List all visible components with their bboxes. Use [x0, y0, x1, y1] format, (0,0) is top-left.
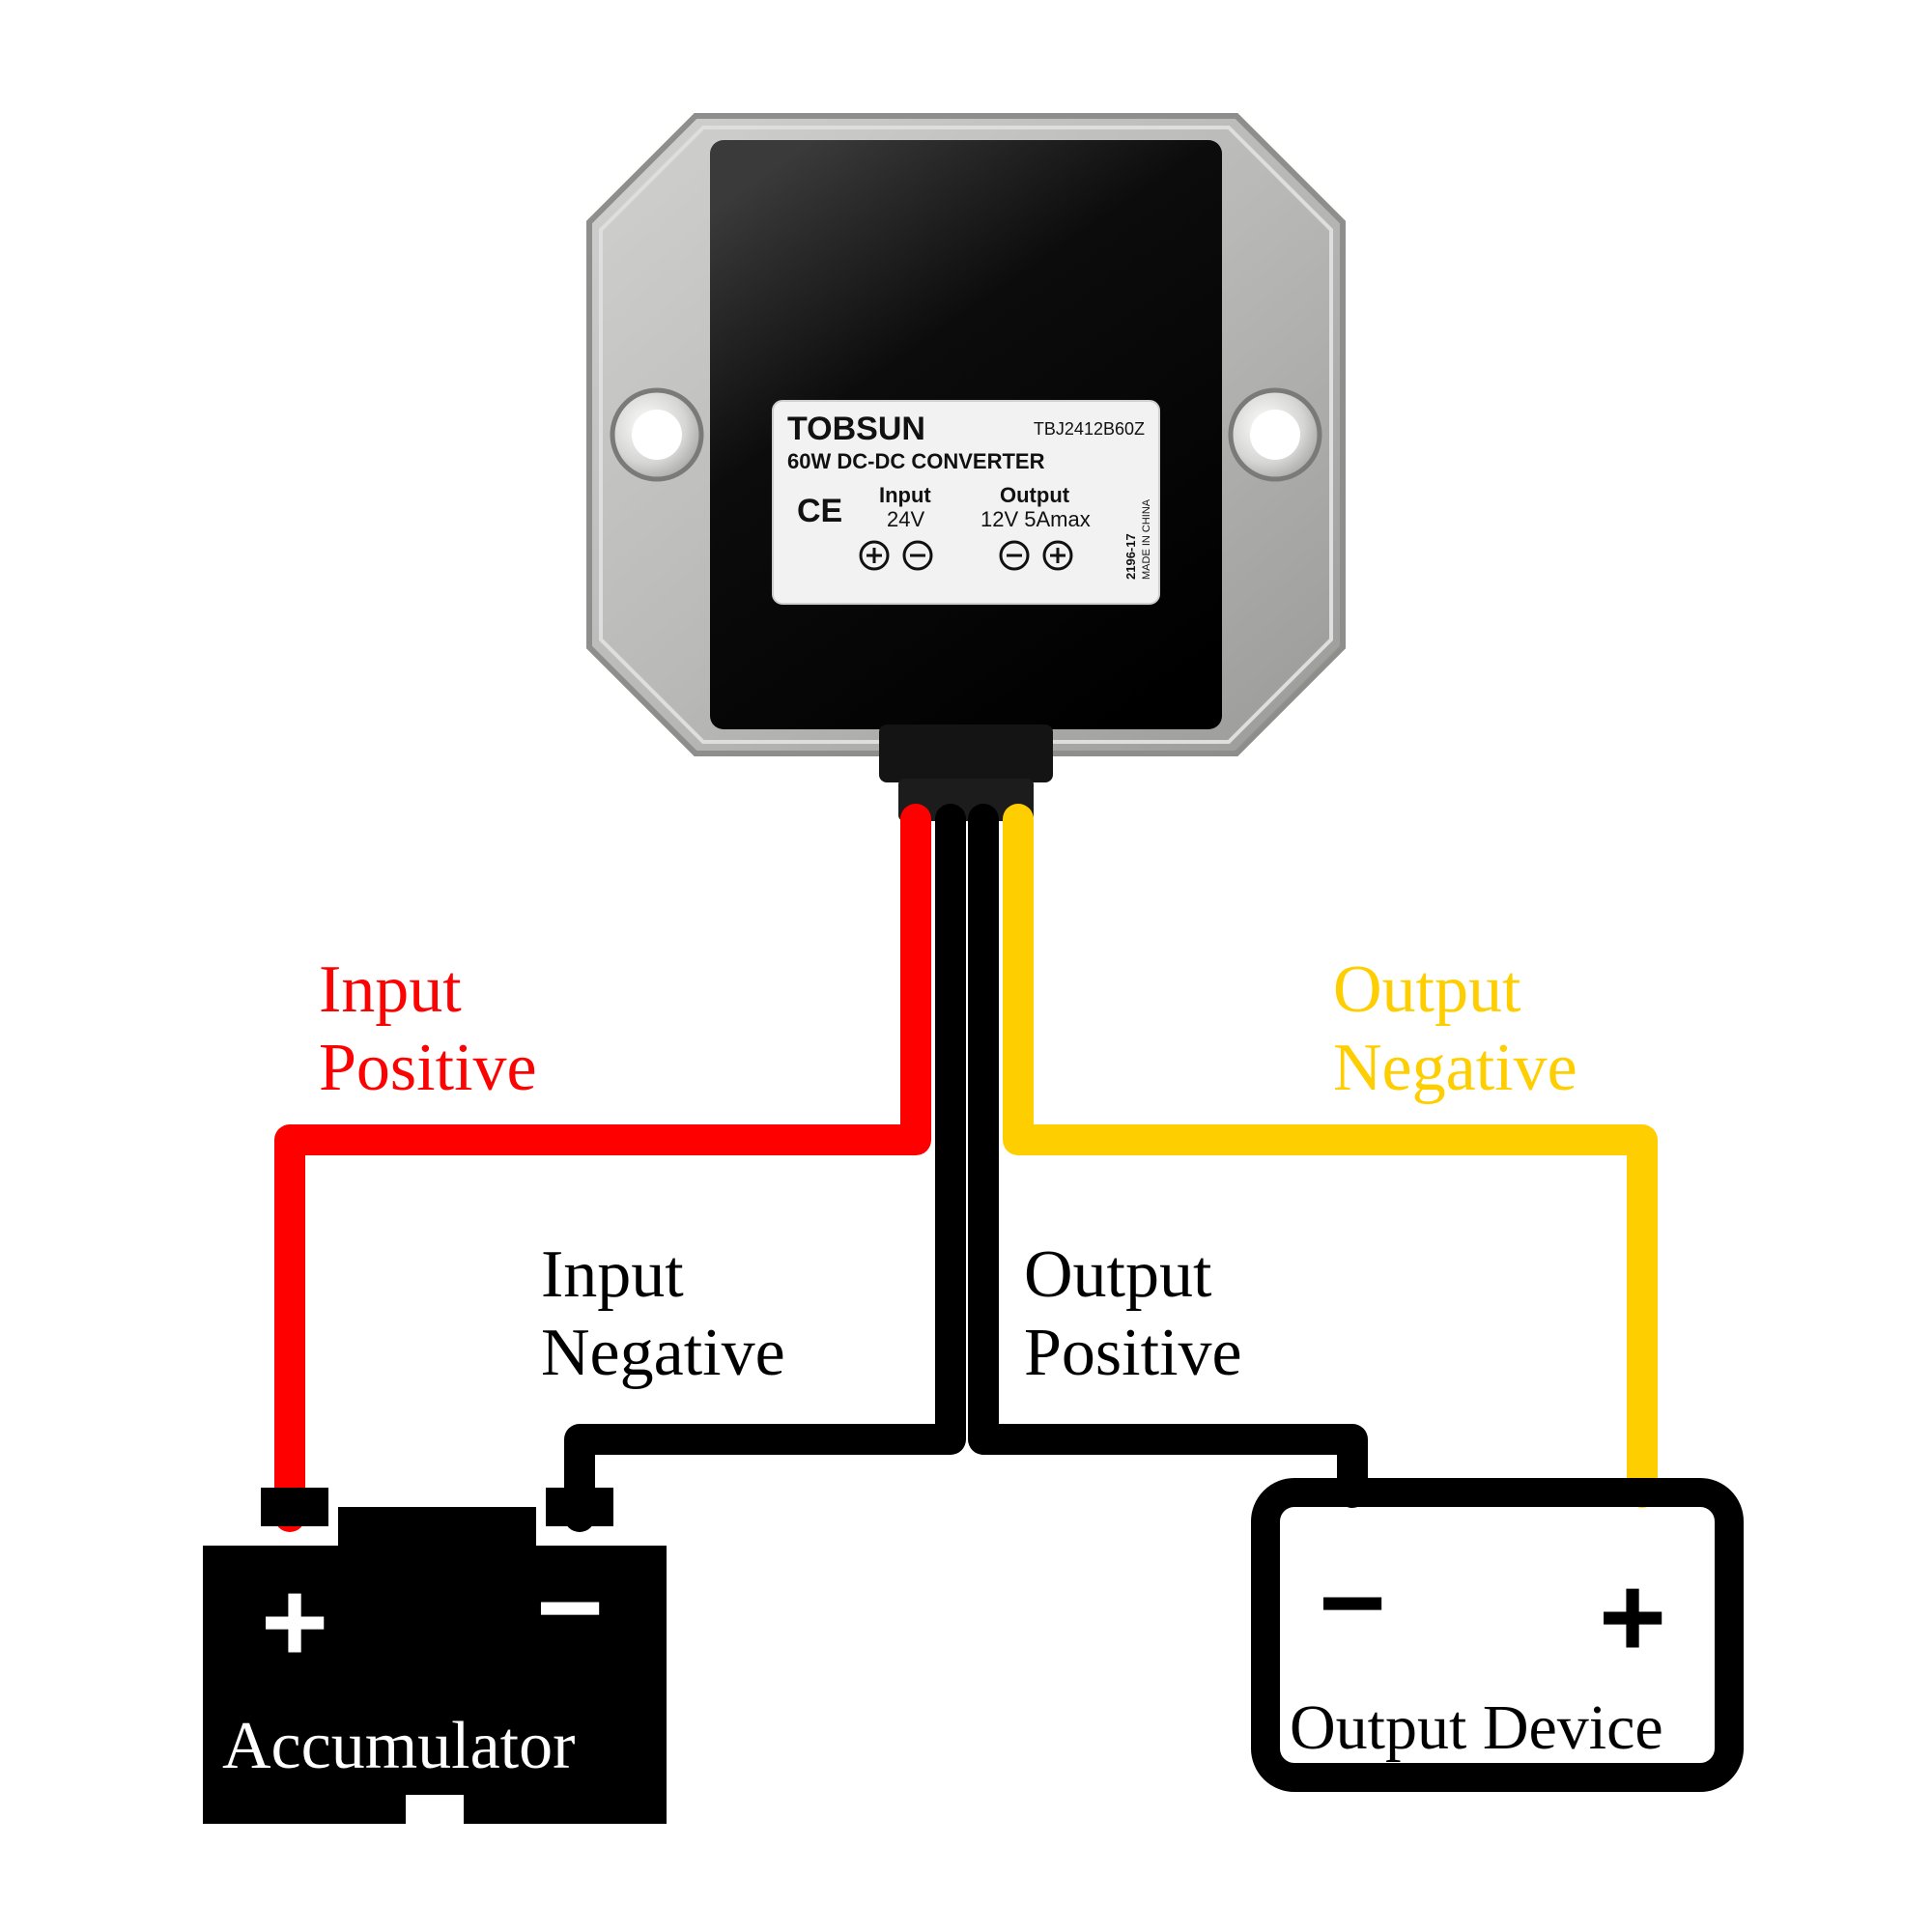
converter-model: TBJ2412B60Z: [1034, 419, 1145, 439]
wire-input-positive: [290, 819, 916, 1517]
accumulator-label: Accumulator: [222, 1709, 575, 1783]
label-input-negative: Input Negative: [541, 1236, 785, 1392]
converter-input-label: Input: [879, 483, 931, 507]
converter-output-label: Output: [1000, 483, 1070, 507]
output-device-label: Output Device: [1290, 1692, 1663, 1763]
converter-side-number: 2196-17: [1123, 533, 1138, 580]
wire-input-negative: [580, 819, 951, 1517]
converter-module: TOBSUN TBJ2412B60Z 60W DC-DC CONVERTER C…: [589, 116, 1343, 821]
label-output-negative: Output Negative: [1333, 952, 1577, 1107]
output-device-plus: +: [1599, 1552, 1666, 1682]
wiring-diagram: TOBSUN TBJ2412B60Z 60W DC-DC CONVERTER C…: [0, 0, 1932, 1932]
output-device-icon: − + Output Device: [1265, 1492, 1729, 1777]
label-output-positive: Output Positive: [1024, 1236, 1242, 1392]
converter-output-value: 12V 5Amax: [980, 507, 1091, 531]
converter-title: 60W DC-DC CONVERTER: [787, 449, 1045, 473]
accumulator-icon: + − Accumulator: [203, 1488, 667, 1824]
output-device-minus: −: [1319, 1538, 1386, 1667]
accumulator-plus: +: [261, 1557, 328, 1687]
converter-brand: TOBSUN: [787, 411, 925, 447]
converter-label-sticker: TOBSUN TBJ2412B60Z 60W DC-DC CONVERTER C…: [773, 401, 1159, 604]
svg-text:CE: CE: [797, 493, 842, 529]
converter-side-text: MADE IN CHINA: [1141, 498, 1152, 580]
wire-bundle: [290, 819, 1642, 1517]
accumulator-minus: −: [536, 1543, 604, 1672]
converter-input-value: 24V: [887, 507, 924, 531]
label-input-positive: Input Positive: [319, 952, 537, 1107]
